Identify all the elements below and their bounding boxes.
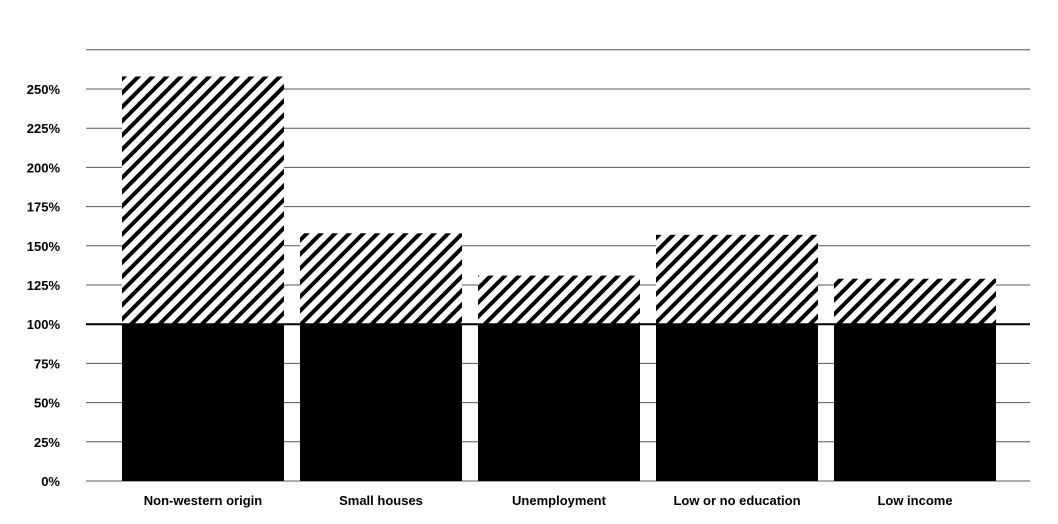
y-axis-ticks: 0% 25% 50% 75% 100% 125% 150% 175% 200% 225% 250% bbox=[27, 82, 61, 489]
bar-solid bbox=[478, 324, 640, 481]
bar-hatched bbox=[300, 233, 462, 325]
bar-solid bbox=[122, 324, 284, 481]
y-tick-label: 200% bbox=[27, 160, 61, 175]
y-tick-label: 75% bbox=[34, 356, 60, 371]
y-tick-label: 50% bbox=[34, 396, 60, 411]
y-tick-label: 175% bbox=[27, 200, 61, 215]
x-axis-labels: Non-western origin Small houses Unemployme… bbox=[144, 493, 953, 508]
y-tick-label: 0% bbox=[41, 474, 60, 489]
bar-solid bbox=[656, 324, 818, 481]
y-tick-label: 150% bbox=[27, 239, 61, 254]
y-tick-label: 225% bbox=[27, 121, 61, 136]
x-category-label: Low income bbox=[877, 493, 952, 508]
bars bbox=[122, 76, 996, 481]
x-category-label: Small houses bbox=[339, 493, 423, 508]
y-tick-label: 125% bbox=[27, 278, 61, 293]
y-tick-label: 100% bbox=[27, 317, 61, 332]
bar-solid bbox=[300, 324, 462, 481]
bar-hatched bbox=[656, 234, 818, 325]
bar-solid bbox=[834, 324, 996, 481]
x-category-label: Unemployment bbox=[512, 493, 607, 508]
x-category-label: Low or no education bbox=[673, 493, 800, 508]
y-tick-label: 25% bbox=[34, 435, 60, 450]
bar-hatched bbox=[834, 278, 996, 325]
bar-hatched bbox=[122, 76, 284, 325]
x-category-label: Non-western origin bbox=[144, 493, 263, 508]
y-tick-label: 250% bbox=[27, 82, 61, 97]
bar-hatched bbox=[478, 275, 640, 325]
